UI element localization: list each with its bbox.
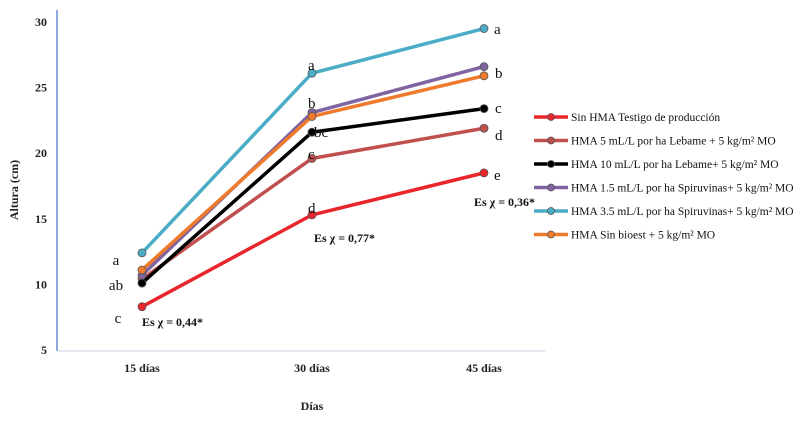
significance-label: c [115,311,122,327]
data-point [307,154,317,163]
legend-marker [547,183,555,192]
y-tick-label: 20 [35,146,47,160]
legend-entry: HMA 10 mL/L por ha Lebame+ 5 kg/m² MO [571,159,779,171]
significance-label: ab [109,278,123,294]
legend-marker [547,160,555,168]
legend-entry: Sin HMA Testigo de producción [571,112,720,124]
data-point [137,265,147,275]
significance-label: a [308,58,315,74]
legend-marker [547,230,555,239]
significance-label: d [495,128,503,144]
legend-marker [547,136,555,145]
legend-entry: HMA Sin bioest + 5 kg/m² MO [571,230,715,242]
legend-marker [547,207,555,215]
x-tick-label: 45 días [466,361,502,375]
data-point [307,68,317,78]
y-tick-label: 30 [35,15,47,29]
data-point [137,278,147,288]
significance-label: c [308,147,315,163]
y-tick-label: 15 [35,212,47,226]
data-point [479,168,489,178]
y-axis-label: Altura (cm) [7,160,21,220]
data-point [479,71,489,81]
significance-label: b [495,66,503,82]
legend-entry: HMA 3.5 mL/L por ha Spiruvinas+ 5 kg/m² … [571,206,794,218]
y-tick-label: 5 [41,343,47,357]
chi-square-annotation: Es χ = 0,36* [474,195,535,209]
data-point [307,127,317,137]
significance-label: b [308,96,316,112]
data-point [137,302,147,312]
data-point [479,104,489,113]
legend-marker [547,113,555,121]
legend-entry: HMA 1.5 mL/L por ha Spiruvinas+ 5 kg/m² … [571,183,794,195]
data-point [479,24,489,33]
data-point [307,112,317,121]
data-point [479,123,489,133]
significance-label: a [113,253,120,269]
significance-label: e [494,168,501,184]
data-point [479,62,489,72]
significance-label: d [308,201,316,217]
x-axis-label: Días [301,399,324,413]
y-tick-label: 10 [35,277,47,291]
x-tick-label: 15 días [124,361,160,375]
y-tick-label: 25 [35,81,47,95]
data-point [307,210,317,220]
significance-label: a [494,22,501,38]
chi-square-annotation: Es χ = 0,44* [142,315,203,329]
significance-label: c [495,101,502,117]
significance-label: bc [314,125,329,141]
x-tick-label: 30 días [294,361,330,375]
legend-entry: HMA 5 mL/L por ha Lebame + 5 kg/m² MO [571,136,776,148]
chi-square-annotation: Es χ = 0,77* [314,231,375,245]
data-point [137,248,147,258]
